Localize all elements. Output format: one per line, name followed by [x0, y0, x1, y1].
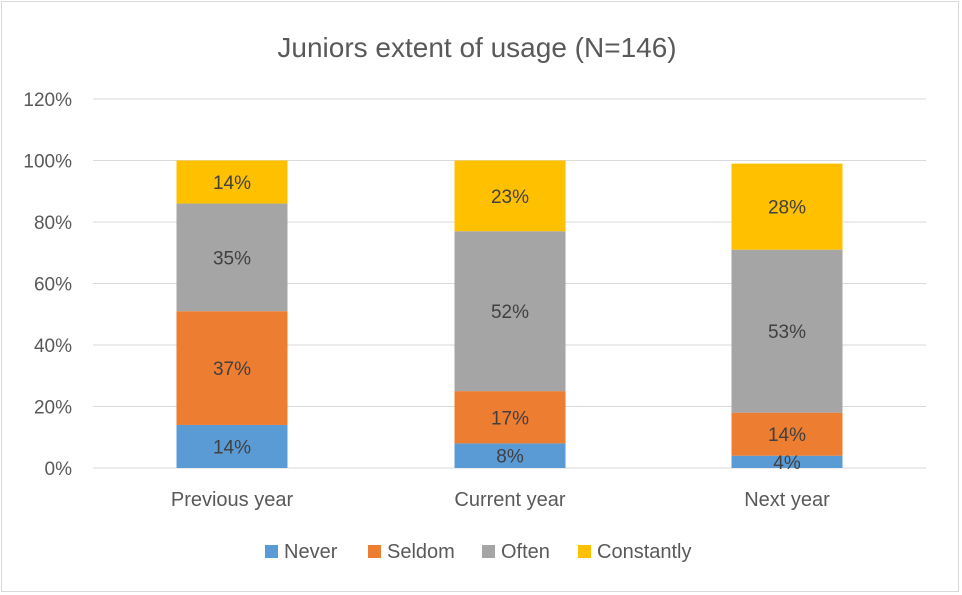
bar-segment-often [454, 231, 566, 392]
bar-segment-seldom [731, 412, 843, 456]
bar-segment-constantly [731, 163, 843, 250]
data-label: 14% [768, 425, 806, 446]
legend: Never Seldom Often Constantly [265, 541, 692, 563]
legend-swatch [368, 545, 381, 558]
data-label: 37% [213, 359, 251, 380]
legend-swatch [482, 545, 495, 558]
x-axis-category-labels: Previous year Current year Next year [171, 489, 830, 511]
bar-segment-seldom [176, 311, 288, 425]
data-label: 14% [213, 173, 251, 194]
legend-swatch [578, 545, 591, 558]
bar-segment-constantly [454, 160, 566, 232]
legend-swatch [265, 545, 278, 558]
bar-segments [176, 160, 843, 468]
data-labels: 14% 37% 35% 14% 8% 17% 52% 23% 4% 14% 53% 28% [213, 173, 806, 474]
y-tick-label: 0% [45, 459, 73, 480]
chart-title: Juniors extent of usage (N=146) [277, 32, 676, 63]
y-tick-label: 40% [34, 336, 72, 357]
bar-segment-seldom [454, 391, 566, 444]
bar-segment-never [731, 455, 843, 468]
data-label: 4% [773, 453, 801, 474]
y-tick-label: 100% [23, 152, 72, 173]
legend-label: Often [501, 541, 550, 563]
data-label: 52% [491, 302, 529, 323]
bar-segment-never [454, 443, 566, 468]
data-label: 28% [768, 198, 806, 219]
data-label: 17% [491, 408, 529, 429]
bar-segment-often [731, 249, 843, 413]
bar-segment-often [176, 203, 288, 312]
legend-item-constantly: Constantly [578, 541, 692, 563]
y-axis-tick-labels: 0% 20% 40% 60% 80% 100% 120% [23, 90, 72, 480]
y-tick-label: 120% [23, 90, 72, 111]
data-label: 23% [491, 187, 529, 208]
legend-item-often: Often [482, 541, 550, 563]
x-category-label: Current year [454, 489, 565, 511]
x-category-label: Previous year [171, 489, 294, 511]
legend-item-never: Never [265, 541, 338, 563]
x-category-label: Next year [744, 489, 830, 511]
y-tick-label: 60% [34, 275, 72, 296]
bar-segment-constantly [176, 160, 288, 204]
data-label: 8% [496, 447, 524, 468]
data-label: 53% [768, 322, 806, 343]
y-tick-label: 80% [34, 213, 72, 234]
legend-label: Never [284, 541, 338, 563]
legend-label: Seldom [387, 541, 455, 563]
data-label: 35% [213, 248, 251, 269]
legend-item-seldom: Seldom [368, 541, 455, 563]
legend-label: Constantly [597, 541, 692, 563]
bar-segment-never [176, 424, 288, 468]
data-label: 14% [213, 437, 251, 458]
y-tick-label: 20% [34, 398, 72, 419]
